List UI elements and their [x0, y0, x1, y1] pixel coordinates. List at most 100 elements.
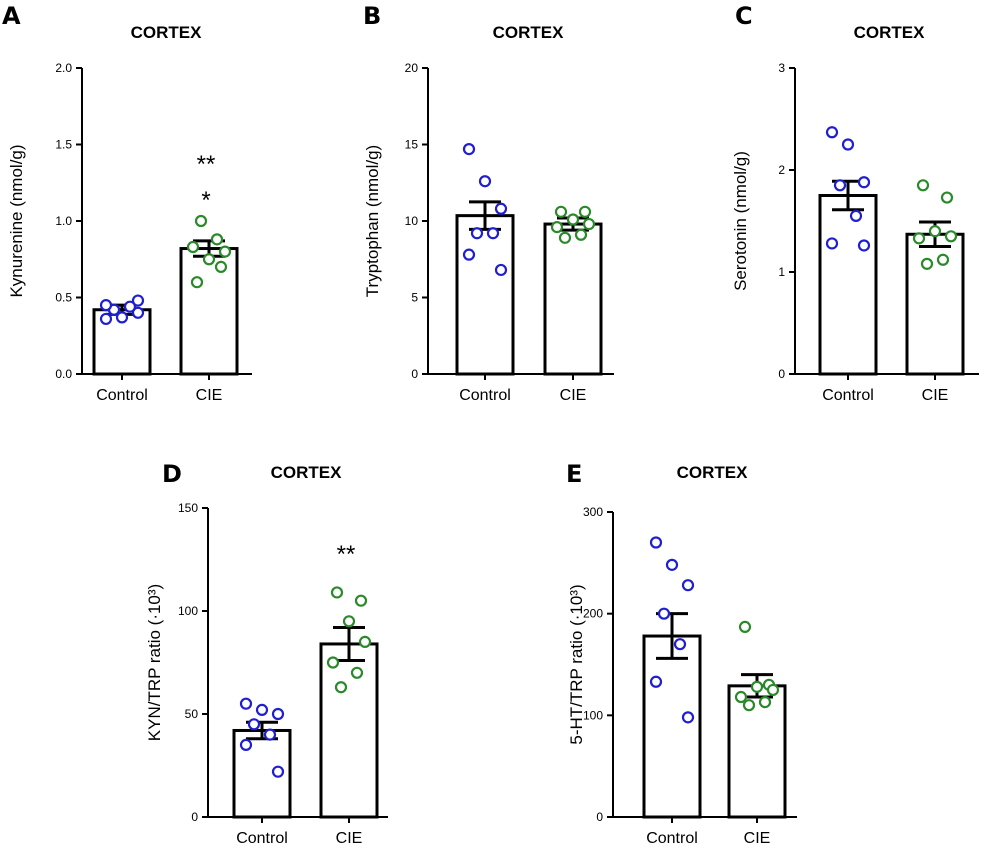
panel-title: CORTEX [677, 463, 749, 482]
data-point-control [841, 138, 855, 151]
y-tick-label: 100 [583, 708, 603, 722]
data-point-cie [326, 656, 340, 669]
significance-marker: ** [337, 541, 356, 568]
data-point-control [833, 179, 847, 192]
data-point-cie [358, 635, 372, 649]
data-point-control [263, 728, 277, 741]
y-tick-label: 0 [778, 367, 785, 381]
y-tick-label: 15 [405, 138, 419, 152]
significance-marker: * [201, 187, 210, 214]
bar-cie [727, 684, 787, 819]
bar-control [455, 214, 515, 376]
data-point-cie [334, 681, 348, 694]
data-point-cie [940, 191, 954, 204]
panel-title: CORTEX [131, 23, 203, 42]
x-category-label: CIE [196, 387, 223, 404]
data-point-control [470, 227, 484, 240]
y-tick-label: 3 [778, 61, 785, 75]
data-point-control [665, 558, 679, 571]
panel-a: A CORTEX Kynurenine (nmol/g) 0.0 0.5 1.0 1.5 2.… [2, 2, 252, 404]
y-tick-label: 1.0 [55, 214, 72, 228]
data-point-control [494, 202, 508, 215]
data-point-cie [202, 253, 216, 266]
data-point-cie [738, 620, 752, 633]
panel-e: E CORTEX 5-HT/TRP ratio (·10³) 0 100 200 300 Co… [566, 460, 797, 847]
significance-marker: ** [197, 151, 216, 178]
data-point-cie [554, 205, 568, 218]
data-point-cie [214, 260, 228, 273]
data-point-cie [928, 225, 942, 238]
data-point-cie [350, 666, 364, 679]
data-point-cie [574, 228, 588, 241]
data-point-control [825, 126, 839, 139]
x-category-label: CIE [560, 387, 587, 404]
data-point-control [649, 675, 663, 688]
bar-cie [319, 642, 379, 819]
bar-cie [543, 222, 603, 376]
data-point-cie [766, 683, 780, 697]
data-point-cie [912, 232, 926, 245]
data-point-cie [194, 214, 208, 228]
y-tick-label: 2 [778, 163, 785, 177]
y-tick-label: 5 [411, 291, 418, 305]
data-point-control [857, 239, 871, 252]
y-tick-label: 20 [405, 61, 419, 75]
y-tick-label: 100 [178, 604, 198, 618]
data-point-cie [186, 240, 200, 254]
data-point-cie [944, 230, 958, 243]
y-axis-label: KYN/TRP ratio (·10³) [145, 584, 164, 741]
data-point-cie [578, 205, 592, 218]
data-point-cie [750, 680, 764, 693]
panel-title: CORTEX [271, 463, 343, 482]
data-point-control [478, 175, 492, 188]
y-tick-label: 50 [185, 707, 199, 721]
x-category-label: Control [96, 387, 148, 404]
data-point-control [849, 209, 863, 222]
data-point-cie [566, 213, 580, 226]
y-axis-label: 5-HT/TRP ratio (·10³) [567, 584, 586, 744]
x-category-label: CIE [744, 830, 771, 847]
data-point-control [123, 300, 137, 313]
data-point-cie [758, 696, 772, 709]
data-point-cie [742, 699, 756, 712]
data-point-control [271, 707, 285, 721]
x-category-label: Control [646, 830, 698, 847]
data-point-control [115, 311, 129, 324]
data-point-control [99, 312, 113, 326]
data-point-control [462, 142, 476, 156]
data-point-cie [218, 245, 232, 258]
x-category-label: Control [459, 387, 511, 404]
data-point-control [247, 718, 261, 731]
bar-cie [179, 247, 239, 376]
data-point-cie [558, 231, 572, 244]
y-tick-label: 1 [778, 265, 785, 279]
data-point-cie [920, 257, 934, 270]
data-point-control [825, 237, 839, 250]
bar-cie [905, 232, 965, 376]
data-point-control [657, 607, 671, 620]
data-point-cie [354, 594, 368, 607]
panel-letter: C [735, 2, 753, 30]
y-tick-label: 0 [411, 367, 418, 381]
y-axis-label: Tryptophan (nmol/g) [363, 145, 382, 297]
panel-b: B CORTEX Tryptophan (nmol/g) 0 5 10 15 20 Contro… [363, 2, 614, 404]
x-category-label: CIE [922, 387, 949, 404]
data-point-control [131, 306, 145, 319]
data-point-control [649, 536, 663, 549]
data-point-control [239, 697, 253, 710]
data-point-control [857, 176, 871, 189]
data-point-control [131, 294, 145, 307]
data-point-cie [210, 233, 224, 246]
x-category-label: Control [822, 387, 874, 404]
y-tick-label: 0 [191, 810, 198, 824]
panel-letter: A [2, 2, 21, 30]
y-tick-label: 2.0 [55, 61, 72, 75]
x-category-label: CIE [336, 830, 363, 847]
data-point-control [494, 263, 508, 277]
data-point-control [99, 299, 113, 312]
panel-letter: D [162, 460, 182, 488]
y-tick-label: 0 [596, 810, 603, 824]
y-tick-label: 150 [178, 501, 198, 515]
data-point-control [681, 711, 695, 724]
